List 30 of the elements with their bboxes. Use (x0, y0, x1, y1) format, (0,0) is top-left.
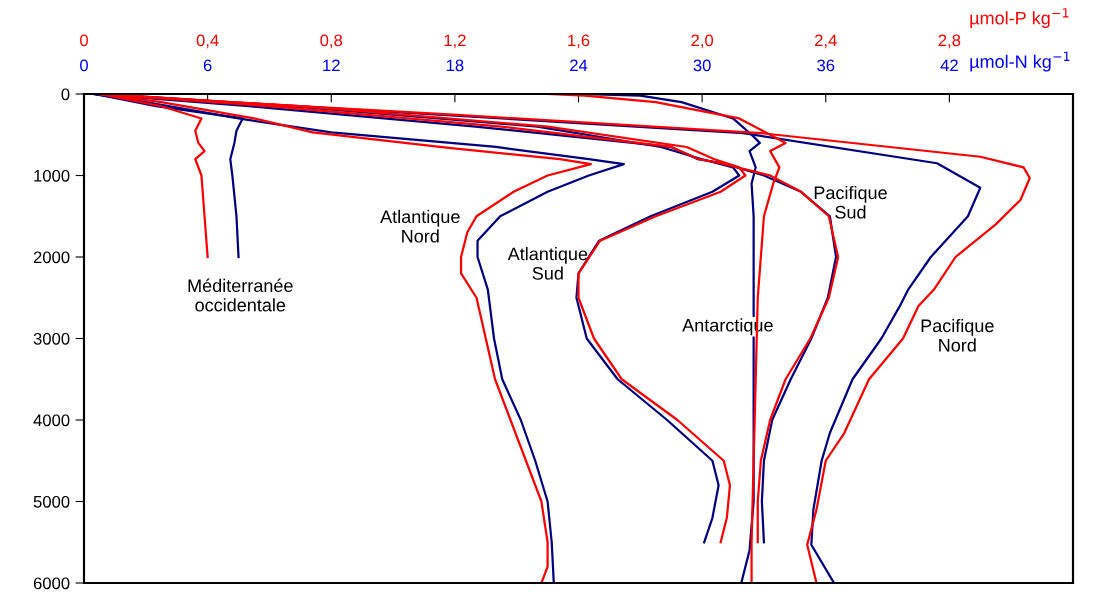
x-axis-title: µmol-N kg$^{−1}$ (970, 51, 1070, 72)
y-tick-label: 0 (61, 88, 70, 101)
x-tick-label: 42 (940, 59, 958, 72)
y-tick-label: 3000 (33, 332, 70, 345)
x2-tick-label: 1,6 (568, 34, 590, 49)
annotation: Pacifique Nord (921, 318, 994, 352)
annotation: Atlantique Sud (507, 247, 588, 280)
y-tick-label: 2000 (33, 251, 70, 264)
y-tick-label: 1000 (34, 169, 70, 182)
annotation: Pacifique Sud (814, 185, 887, 219)
x-tick-label: 30 (693, 59, 711, 72)
y-tick-label: 6000 (33, 577, 70, 590)
x2-tick-label: 2,8 (938, 34, 961, 49)
x2-tick-label: 2,0 (691, 34, 714, 49)
annotation: Atlantique Nord (380, 209, 460, 243)
x2-tick-label: 2,4 (815, 34, 837, 49)
x-tick-label: 18 (446, 59, 464, 72)
x-tick-label: 24 (570, 59, 588, 72)
x-tick-label: 0 (80, 59, 88, 72)
x-tick-label: 12 (323, 59, 340, 72)
y-tick-label: 5000 (33, 495, 70, 508)
x2-tick-label: 0 (80, 34, 88, 47)
x2-tick-label: 1,2 (444, 34, 466, 49)
x2-axis-title: µmol-P kg$^{−1}$ (970, 8, 1069, 29)
x2-tick-label: 0,8 (320, 34, 343, 49)
x-tick-label: 6 (203, 59, 212, 72)
y-tick-label: 4000 (33, 414, 70, 427)
annotation: Méditerranée occidentale (188, 278, 293, 312)
x-tick-label: 36 (817, 59, 835, 72)
x2-tick-label: 0,4 (196, 34, 219, 49)
